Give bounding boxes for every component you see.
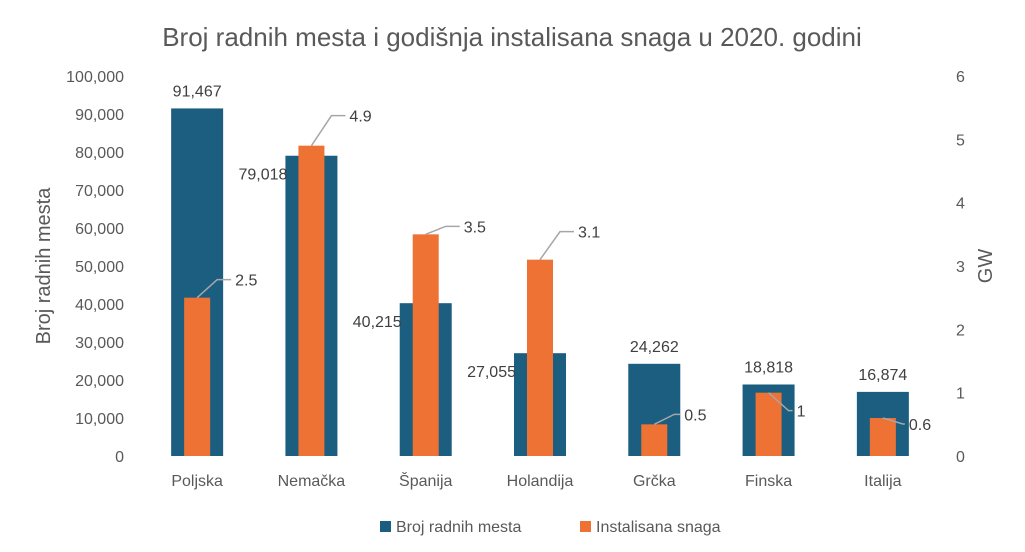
x-tick-label: Italija xyxy=(864,473,901,490)
y2-tick-label: 5 xyxy=(956,132,965,149)
data-label-jobs: 79,018 xyxy=(238,167,287,184)
x-tick-label: Finska xyxy=(745,473,792,490)
data-label-capacity: 0.5 xyxy=(684,407,706,424)
y-tick-label: 30,000 xyxy=(75,335,124,352)
y-tick-label: 70,000 xyxy=(75,183,124,200)
bar-capacity xyxy=(184,297,211,456)
legend-label-capacity: Instalisana snaga xyxy=(596,519,721,536)
data-label-jobs: 24,262 xyxy=(630,339,679,356)
data-label-capacity: 0.6 xyxy=(909,417,931,434)
bar-capacity xyxy=(755,392,782,456)
x-tick-label: Grčka xyxy=(633,473,676,490)
x-tick-label: Holandija xyxy=(507,473,574,490)
legend-swatch-capacity xyxy=(580,521,591,532)
y-tick-label: 50,000 xyxy=(75,259,124,276)
y-tick-label: 0 xyxy=(115,449,124,466)
y2-tick-label: 2 xyxy=(956,322,965,339)
y-tick-label: 20,000 xyxy=(75,373,124,390)
x-tick-label: Nemačka xyxy=(278,473,346,490)
data-label-capacity: 2.5 xyxy=(235,273,257,290)
y2-axis-label: GW xyxy=(975,249,997,284)
data-label-capacity: 4.9 xyxy=(349,109,371,126)
y-tick-label: 90,000 xyxy=(75,107,124,124)
leader-line xyxy=(653,413,681,426)
leader-line xyxy=(425,225,460,236)
bar-capacity xyxy=(869,418,896,456)
leader-line xyxy=(539,230,574,261)
legend-swatch-jobs xyxy=(380,521,391,532)
data-label-jobs: 16,874 xyxy=(858,367,907,384)
y-axis-label: Broj radnih mesta xyxy=(33,187,55,345)
y2-tick-label: 3 xyxy=(956,259,965,276)
x-tick-label: Poljska xyxy=(171,473,223,490)
legend-label-jobs: Broj radnih mesta xyxy=(396,519,521,536)
y-tick-label: 60,000 xyxy=(75,221,124,238)
x-tick-label: Španija xyxy=(399,471,452,490)
y2-tick-label: 4 xyxy=(956,196,965,213)
y-tick-label: 10,000 xyxy=(75,411,124,428)
bar-capacity xyxy=(298,145,325,456)
bar-capacity xyxy=(641,424,668,456)
y2-tick-label: 6 xyxy=(956,69,965,86)
data-label-jobs: 27,055 xyxy=(467,364,516,381)
data-label-jobs: 91,467 xyxy=(173,83,222,100)
leader-line xyxy=(768,392,793,412)
bar-capacity xyxy=(412,234,439,456)
leader-line xyxy=(196,278,232,299)
leader-line xyxy=(310,114,346,147)
y2-tick-label: 1 xyxy=(956,386,965,403)
data-label-capacity: 3.5 xyxy=(464,219,486,236)
leader-line xyxy=(882,417,905,425)
data-label-capacity: 3.1 xyxy=(578,225,600,242)
bar-capacity xyxy=(527,259,553,456)
chart-title: Broj radnih mesta i godišnja instalisana… xyxy=(162,22,862,52)
y-tick-label: 80,000 xyxy=(75,145,124,162)
data-label-jobs: 18,818 xyxy=(744,359,793,376)
legend: Broj radnih mesta Instalisana snaga xyxy=(380,519,721,536)
y-tick-label: 100,000 xyxy=(66,69,124,86)
data-label-jobs: 40,215 xyxy=(353,314,402,331)
y-tick-label: 40,000 xyxy=(75,297,124,314)
y2-tick-label: 0 xyxy=(956,449,965,466)
data-label-capacity: 1 xyxy=(797,404,806,421)
